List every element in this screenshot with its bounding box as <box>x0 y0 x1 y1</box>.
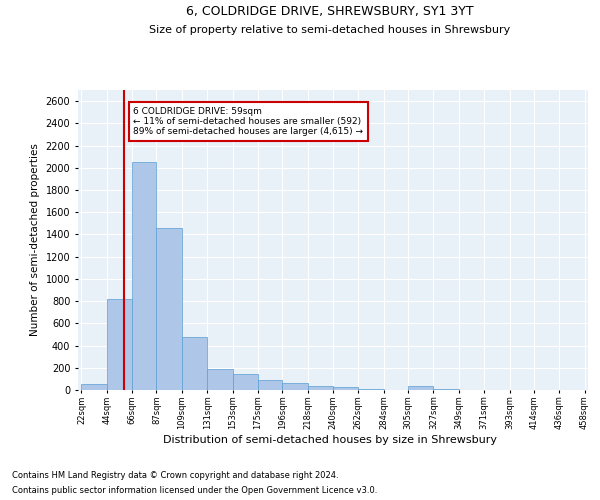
Text: 6, COLDRIDGE DRIVE, SHREWSBURY, SY1 3YT: 6, COLDRIDGE DRIVE, SHREWSBURY, SY1 3YT <box>186 5 474 18</box>
Text: 6 COLDRIDGE DRIVE: 59sqm
← 11% of semi-detached houses are smaller (592)
89% of : 6 COLDRIDGE DRIVE: 59sqm ← 11% of semi-d… <box>133 106 364 136</box>
Text: Contains public sector information licensed under the Open Government Licence v3: Contains public sector information licen… <box>12 486 377 495</box>
Bar <box>282 384 308 390</box>
Y-axis label: Number of semi-detached properties: Number of semi-detached properties <box>30 144 40 336</box>
Text: Distribution of semi-detached houses by size in Shrewsbury: Distribution of semi-detached houses by … <box>163 435 497 445</box>
Bar <box>408 386 433 390</box>
Bar <box>107 299 132 390</box>
Bar <box>182 336 207 390</box>
Bar <box>207 369 233 390</box>
Bar <box>258 380 282 390</box>
Bar <box>333 387 358 390</box>
Text: Contains HM Land Registry data © Crown copyright and database right 2024.: Contains HM Land Registry data © Crown c… <box>12 471 338 480</box>
Text: Size of property relative to semi-detached houses in Shrewsbury: Size of property relative to semi-detach… <box>149 25 511 35</box>
Bar <box>308 386 333 390</box>
Bar <box>132 162 157 390</box>
Bar <box>157 228 182 390</box>
Bar <box>233 374 258 390</box>
Bar <box>82 384 107 390</box>
